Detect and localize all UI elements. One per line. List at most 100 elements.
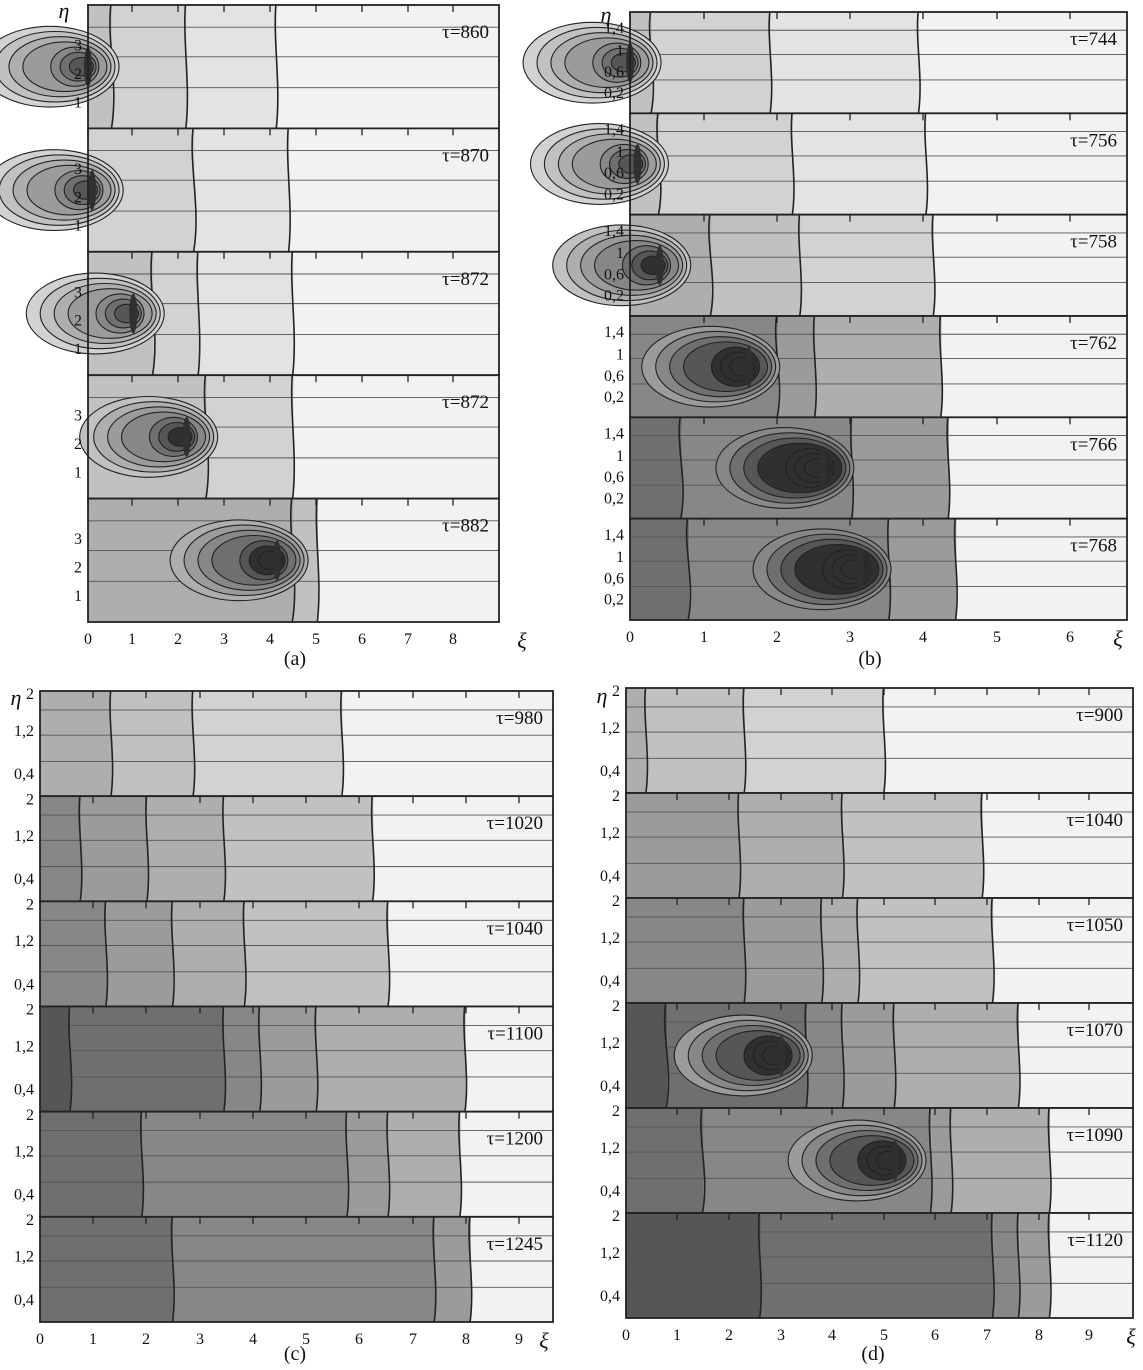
y-tick-label: 0,4: [14, 1292, 34, 1309]
contour-band: [465, 1006, 553, 1112]
x-tick-label: 3: [220, 631, 228, 648]
subplot: τ=756 0,2 0,6 1 1,4: [529, 112, 1128, 216]
contour-line: [757, 1212, 763, 1319]
contour-line: [184, 4, 189, 129]
contour-line: [990, 1212, 995, 1319]
contour-band: [951, 1108, 1051, 1213]
pulse-core: [855, 549, 864, 590]
contour-line: [916, 11, 921, 114]
subplot-frame: [87, 497, 500, 623]
subplot: τ=1070 0,4 1,2 2: [600, 998, 1134, 1109]
contour-line: [644, 687, 649, 794]
pulse-core: [655, 245, 664, 286]
contour-line: [678, 417, 684, 519]
y-tick-label: 1,4: [604, 223, 624, 240]
panel-d: τ=9000,41,22τ=10400,41,22τ=10500,41,22τ=…: [597, 683, 1137, 1365]
time-label: τ=768: [1070, 536, 1117, 557]
y-axis-label: η: [601, 2, 612, 27]
x-axis-label: ξ: [1126, 1324, 1136, 1349]
contour-band: [919, 12, 1127, 114]
contour-band: [40, 1006, 71, 1112]
contour-band: [173, 1216, 436, 1322]
contour-band: [858, 898, 994, 1003]
y-tick-label: 2: [26, 791, 34, 808]
contour-line: [1016, 1212, 1021, 1319]
y-tick-label: 1,2: [600, 1035, 620, 1052]
y-tick-label: 0,2: [604, 490, 624, 507]
contour-band: [760, 1213, 994, 1318]
contour-band: [40, 901, 107, 1007]
contour-band: [815, 316, 942, 418]
contour-band: [843, 1003, 896, 1108]
contour-line: [685, 518, 692, 621]
pulse-core: [891, 1140, 900, 1181]
y-tick-label: 2: [26, 1107, 34, 1124]
y-tick-label: 1,4: [604, 527, 624, 544]
y-tick-label: 1,2: [14, 1144, 34, 1161]
contour-line: [856, 897, 861, 1004]
subplot-frame: [629, 517, 1128, 621]
y-tick-label: 0,4: [14, 1082, 34, 1099]
contour-line: [140, 1111, 145, 1217]
contour-band: [659, 113, 794, 215]
panel-c: τ=9800,41,22τ=10200,41,22τ=10400,41,22τ=…: [11, 685, 554, 1365]
contour-band: [40, 796, 82, 902]
y-tick-label: 2: [612, 998, 620, 1015]
contour-line: [737, 792, 742, 899]
panel-caption: (b): [858, 648, 881, 670]
subplot: τ=1200 0,4 1,2 2: [14, 1107, 554, 1218]
y-tick-label: 2: [612, 893, 620, 910]
y-tick-label: 0,4: [600, 1078, 620, 1095]
contour-band: [884, 688, 1133, 793]
time-label: τ=860: [442, 22, 489, 43]
y-tick-label: 2: [26, 1212, 34, 1229]
contour-band: [646, 688, 745, 793]
contour-band: [198, 251, 294, 376]
x-tick-label: 2: [142, 1331, 150, 1348]
contour-band: [778, 316, 816, 418]
y-tick-label: 3: [74, 284, 82, 301]
time-label: τ=744: [1070, 29, 1117, 50]
y-tick-label: 2: [612, 788, 620, 805]
contour-band: [956, 518, 1127, 620]
panel-b: τ=744 0,2 0,6 1 1,4 τ=756 0,2 0,6 1 1,4 τ=758 0,2 0,…: [522, 2, 1128, 670]
contour-band: [435, 1216, 471, 1322]
subplot: τ=1050 0,4 1,2 2: [600, 893, 1134, 1004]
contour-line: [928, 1107, 933, 1214]
subplot: τ=766 0,2 0,6 1 1,4: [604, 416, 1128, 520]
y-axis-label: η: [597, 683, 608, 708]
contour-line: [1047, 1107, 1052, 1214]
contour-line: [663, 1002, 670, 1109]
contour-band: [934, 214, 1127, 316]
x-tick-label: 1: [89, 1331, 97, 1348]
y-tick-label: 1,4: [604, 324, 624, 341]
y-tick-label: 3: [74, 408, 82, 425]
contour-line: [924, 113, 929, 215]
time-label: τ=766: [1070, 434, 1117, 455]
contour-band: [388, 901, 553, 1007]
subplot: τ=900 0,4 1,2 2: [600, 683, 1134, 794]
pulse-core: [182, 416, 191, 457]
subplot: τ=768 0,2 0,6 1 1,4: [604, 517, 1128, 621]
y-tick-label: 0,4: [14, 976, 34, 993]
time-label: τ=1245: [487, 1234, 543, 1255]
y-tick-label: 1,4: [604, 20, 624, 37]
pulse-core: [633, 144, 642, 184]
x-tick-label: 7: [983, 1327, 991, 1344]
contour-band: [926, 113, 1127, 215]
y-tick-label: 1: [74, 464, 82, 481]
contour-band: [194, 128, 290, 252]
contour-line: [949, 1107, 954, 1214]
subplot: τ=758 0,2 0,6 1 1,4: [552, 213, 1128, 317]
x-tick-label: 4: [266, 631, 274, 648]
contour-band: [40, 691, 112, 797]
y-tick-label: 0,4: [14, 1187, 34, 1204]
contour-band: [106, 901, 174, 1007]
contour-band: [711, 214, 801, 316]
subplot-frame: [39, 1215, 554, 1323]
contour-band: [207, 375, 294, 499]
subplot: τ=980 0,4 1,2 2: [14, 686, 554, 798]
x-tick-label: 5: [312, 631, 320, 648]
contour-band: [224, 796, 374, 902]
